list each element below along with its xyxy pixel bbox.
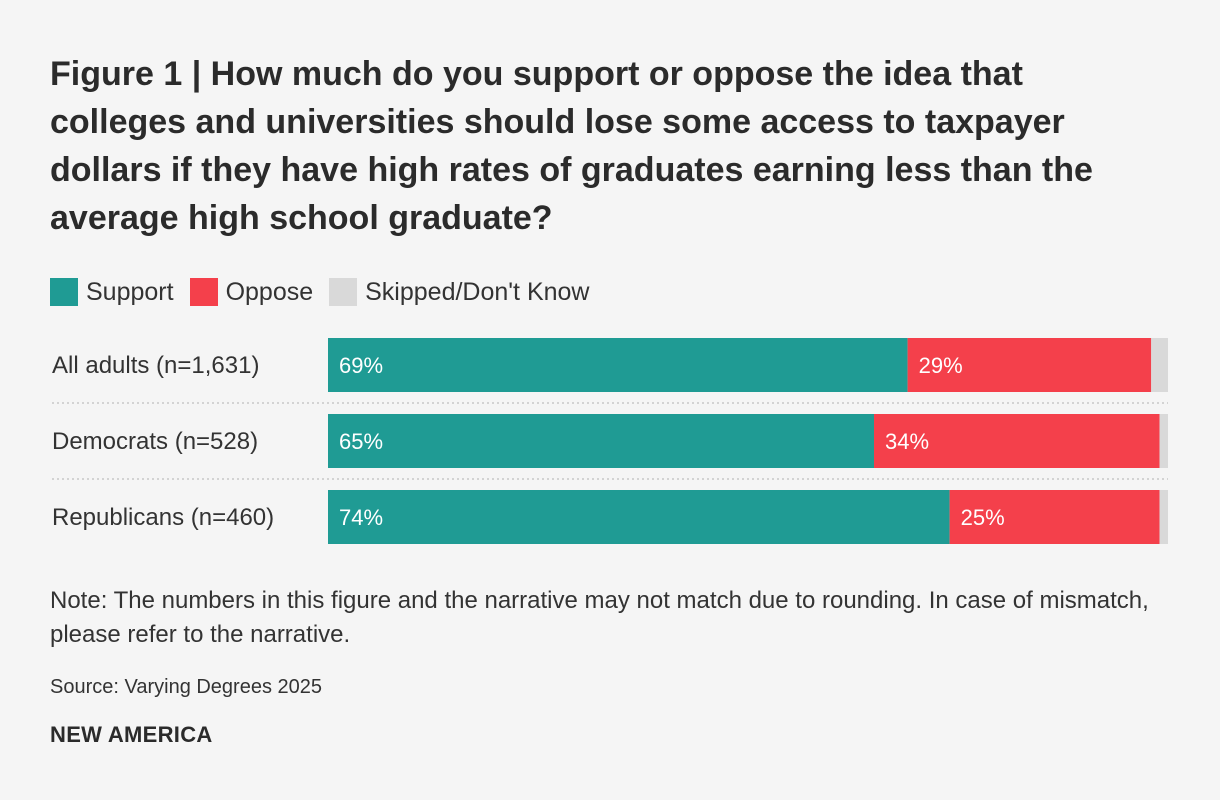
category-label: All adults (n=1,631)	[52, 352, 259, 379]
legend-swatch-oppose	[189, 278, 218, 306]
legend: Support Oppose Skipped/Don't Know	[50, 276, 605, 308]
source: Source: Varying Degrees 2025	[50, 676, 323, 698]
legend-label-skipped: Skipped/Don't Know	[365, 277, 590, 306]
bar-segment	[949, 490, 1160, 544]
brand-logo-text: NEW AMERICA	[50, 722, 213, 747]
category-label: Democrats (n=528)	[52, 428, 258, 455]
data-label: 65%	[339, 429, 383, 454]
bar-segment	[874, 414, 1160, 468]
data-label: 25%	[961, 505, 1005, 530]
legend-item-support: Support	[50, 278, 174, 307]
legend-item-oppose: Oppose	[189, 277, 314, 307]
bar-segment	[328, 490, 950, 544]
bar-segment	[1151, 338, 1168, 392]
bar-segment	[907, 338, 1152, 392]
data-label: 74%	[339, 505, 383, 530]
legend-swatch-support	[50, 278, 78, 306]
data-label: 29%	[919, 353, 963, 378]
chart-title: Figure 1 | How much do you support or op…	[50, 55, 1093, 237]
bar-segment	[328, 414, 874, 468]
legend-swatch-skipped	[329, 278, 358, 306]
legend-label-oppose: Oppose	[225, 277, 314, 306]
category-label: Republicans (n=460)	[52, 504, 274, 531]
bar-segment	[1159, 414, 1168, 468]
bar-segment	[328, 338, 908, 392]
data-label: 69%	[339, 353, 383, 378]
legend-label-support: Support	[86, 277, 174, 306]
data-label: 34%	[885, 429, 929, 454]
legend-item-skipped: Skipped/Don't Know	[329, 278, 589, 307]
note: Note: The numbers in this figure and the…	[50, 587, 1149, 648]
bar-segment	[1159, 490, 1168, 544]
